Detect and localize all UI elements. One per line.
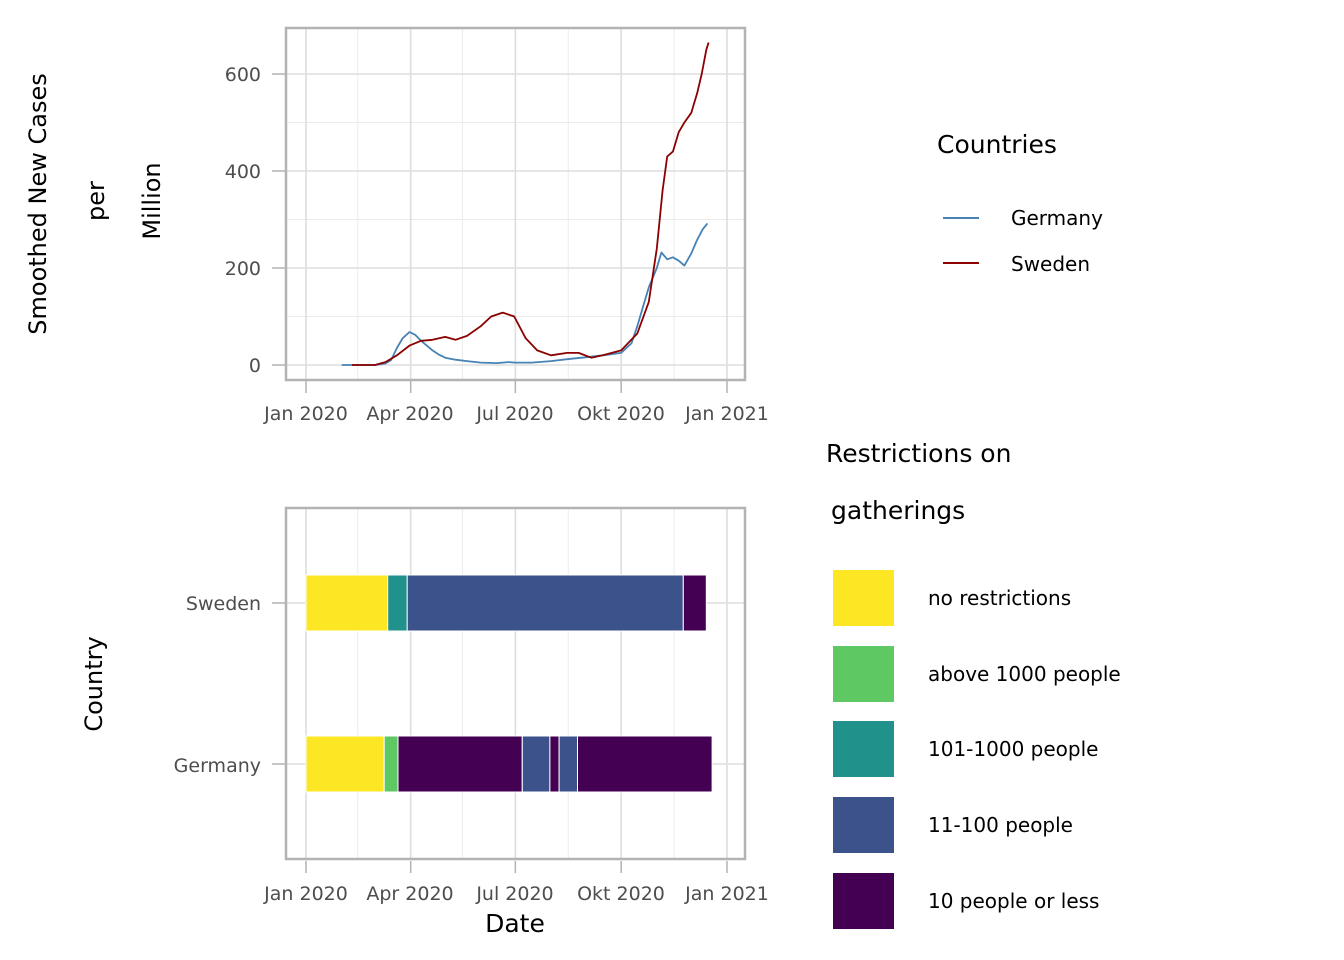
- bar-segment-germany: [521, 735, 551, 793]
- legend-swatch-no-restrictions: [833, 570, 894, 626]
- legend-label-above-1000: above 1000 people: [928, 662, 1121, 686]
- bar-segment-germany: [549, 735, 560, 793]
- legend-label-no-restrictions: no restrictions: [928, 586, 1071, 610]
- top-ylabel-line-1: Smoothed New Cases: [24, 73, 52, 334]
- legend-label-sweden: Sweden: [1011, 252, 1090, 276]
- bottom-axis-ticks: [272, 602, 728, 873]
- legend-countries: Countries Germany Sweden: [937, 130, 1103, 276]
- legend-restrictions-title-line-2: gatherings: [831, 496, 965, 525]
- bottom-panel-border: [284, 506, 747, 861]
- legend-label-11-100: 11-100 people: [928, 813, 1073, 837]
- bar-segment-germany: [397, 735, 523, 793]
- bar-segment-sweden: [305, 574, 389, 632]
- bottom-ytick-label: Germany: [174, 755, 261, 777]
- bottom-ylabel: Country: [80, 636, 108, 731]
- top-ylabel-line-2: per: [82, 181, 110, 221]
- top-xtick-label: Jul 2020: [475, 403, 553, 425]
- bottom-xtick-label: Jul 2020: [475, 883, 553, 905]
- series-line-sweden: [352, 42, 710, 366]
- top-panel: Smoothed New Cases per Million 0 200 400…: [24, 26, 769, 425]
- legend-restrictions: Restrictions on gatherings no restrictio…: [826, 439, 1121, 929]
- bar-segment-germany: [383, 735, 399, 793]
- top-series-lines: [341, 42, 710, 366]
- top-ytick-label: 200: [225, 258, 261, 280]
- legend-label-germany: Germany: [1011, 206, 1103, 230]
- bar-segment-sweden: [387, 574, 408, 632]
- bottom-ytick-label: Sweden: [186, 593, 261, 615]
- top-axis-ticks: [272, 73, 728, 393]
- legend-label-10-or-less: 10 people or less: [928, 889, 1099, 913]
- bottom-xtick-label: Jan 2021: [684, 883, 769, 905]
- top-panel-border: [284, 26, 747, 382]
- top-ytick-label: 0: [249, 355, 261, 377]
- bar-segment-germany: [558, 735, 578, 793]
- bottom-xtick-label: Jan 2020: [263, 883, 348, 905]
- legend-restrictions-title-line-1: Restrictions on: [826, 439, 1011, 468]
- series-line-germany: [341, 222, 709, 366]
- bottom-panel: Country Sweden Germany Jan 2020 Apr 2020…: [80, 506, 769, 938]
- bottom-xtick-label: Okt 2020: [577, 883, 665, 905]
- legend-countries-title: Countries: [937, 130, 1057, 159]
- bar-segment-sweden: [682, 574, 707, 632]
- top-xtick-label: Jan 2021: [684, 403, 769, 425]
- bar-segment-germany: [305, 735, 385, 793]
- legend-swatch-10-or-less: [833, 873, 894, 929]
- top-xtick-label: Okt 2020: [577, 403, 665, 425]
- bottom-xtick-label: Apr 2020: [366, 883, 453, 905]
- top-ylabel-line-3: Million: [138, 162, 166, 239]
- top-ytick-label: 600: [225, 64, 261, 86]
- bar-segment-sweden: [406, 574, 684, 632]
- bar-segment-germany: [577, 735, 713, 793]
- top-ytick-label: 400: [225, 161, 261, 183]
- legend-swatch-above-1000: [833, 646, 894, 702]
- top-xtick-label: Apr 2020: [366, 403, 453, 425]
- legend-swatch-101-1000: [833, 721, 894, 777]
- bottom-bars: [305, 574, 713, 793]
- legend-label-101-1000: 101-1000 people: [928, 737, 1098, 761]
- legend-swatch-11-100: [833, 797, 894, 853]
- bottom-xlabel: Date: [485, 909, 545, 938]
- top-xtick-label: Jan 2020: [263, 403, 348, 425]
